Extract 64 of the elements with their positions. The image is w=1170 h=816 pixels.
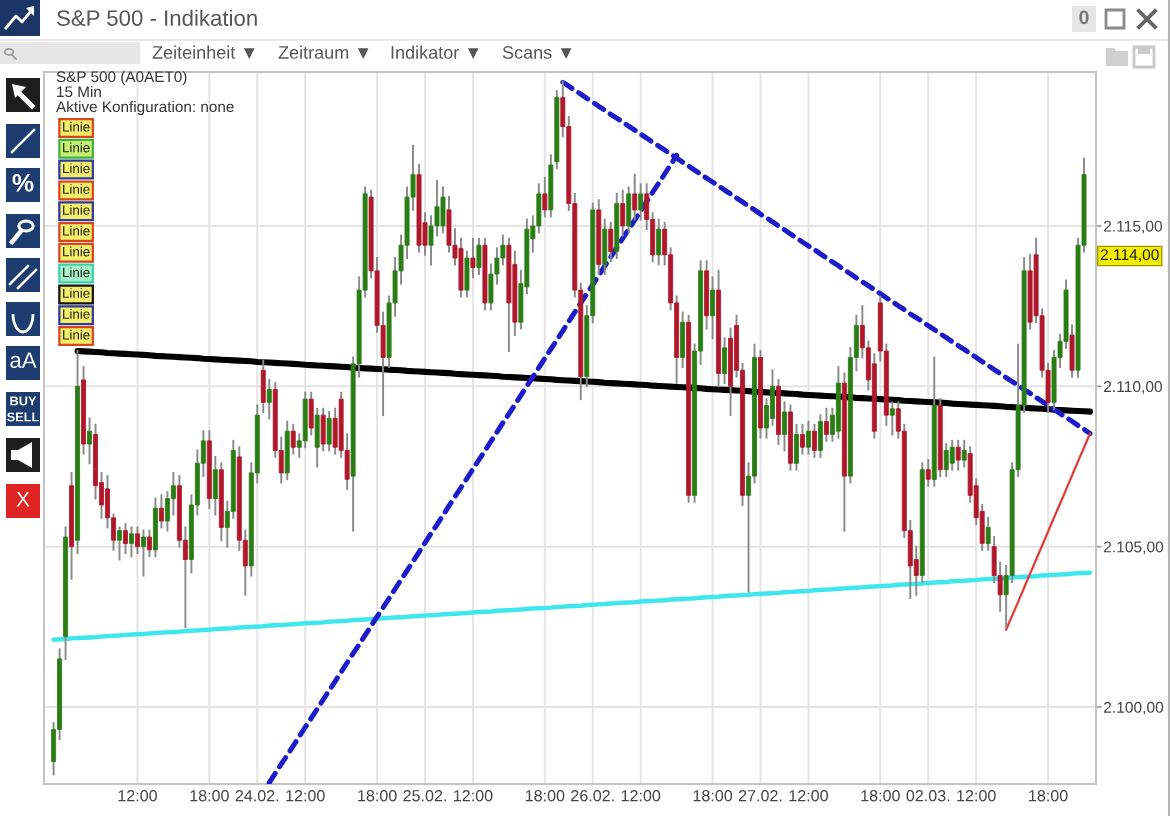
candlestick [943, 443, 949, 478]
candlestick [326, 410, 332, 452]
text: % [12, 174, 34, 192]
x-tick-label: 18:00 [1029, 789, 1068, 802]
x-tick-label: 18:00 [190, 789, 229, 802]
candlestick [722, 337, 728, 385]
candlestick [542, 176, 548, 218]
candlestick [823, 407, 829, 442]
candlestick [602, 218, 608, 276]
x-tick-label: 26.02. [571, 789, 614, 802]
text: 0 [1079, 10, 1089, 25]
text: aA [10, 352, 37, 368]
candlestick [152, 497, 158, 558]
line-series [1005, 432, 1092, 631]
candlestick [260, 359, 266, 413]
x-tick-label: 12:00 [118, 789, 157, 802]
x-tick-label: 18:00 [861, 789, 900, 802]
text: Zeitraum ▼ [278, 45, 369, 59]
candlestick [889, 401, 895, 436]
candlestick [266, 378, 272, 420]
candlestick [656, 218, 662, 266]
x-tick-label: 18:00 [525, 789, 565, 802]
candlestick [476, 237, 482, 276]
candlestick [811, 423, 817, 458]
candlestick [470, 237, 476, 279]
candlestick [949, 439, 955, 471]
x-tick-label: 12:00 [789, 789, 828, 802]
text: Zeiteinheit ▼ [152, 45, 255, 59]
candlestick [955, 439, 961, 471]
candlestick [320, 407, 326, 452]
candlestick [799, 423, 805, 455]
candlestick [782, 401, 787, 452]
text: X [16, 492, 30, 507]
candlestick [638, 183, 644, 221]
text: Indikator ▼ [391, 45, 479, 59]
candlestick [140, 529, 146, 577]
x-tick-label: 27.02. [738, 789, 782, 802]
candlestick [117, 526, 122, 561]
candlestick [805, 420, 811, 455]
text: Scans ▼ [502, 46, 572, 59]
chart-title: S&P 500 - Indikation [57, 9, 257, 26]
x-tick-label: 12:00 [454, 789, 493, 802]
x-tick-label: 12:00 [286, 789, 325, 802]
candlestick [925, 459, 931, 487]
candlestick [129, 526, 134, 558]
x-tick-label: 25.02. [403, 789, 446, 802]
x-tick-label: 12:00 [621, 789, 661, 802]
candlestick [632, 173, 638, 221]
candlestick [290, 423, 296, 455]
candlestick [680, 311, 686, 369]
x-tick-label: 24.02. [235, 789, 279, 802]
x-tick-label: 12:00 [957, 789, 996, 802]
x-tick-label: 18:00 [693, 789, 733, 802]
candlestick [123, 523, 128, 555]
candlestick [620, 189, 626, 237]
x-tick-label: 02.03. [906, 789, 950, 802]
candlestick [158, 494, 164, 529]
candlestick [817, 414, 823, 458]
candlestick [284, 420, 290, 481]
candlestick [212, 455, 218, 516]
x-tick-label: 18:00 [358, 789, 397, 802]
candlestick [608, 221, 614, 263]
candlestick [794, 423, 799, 471]
candlestick [710, 276, 716, 340]
